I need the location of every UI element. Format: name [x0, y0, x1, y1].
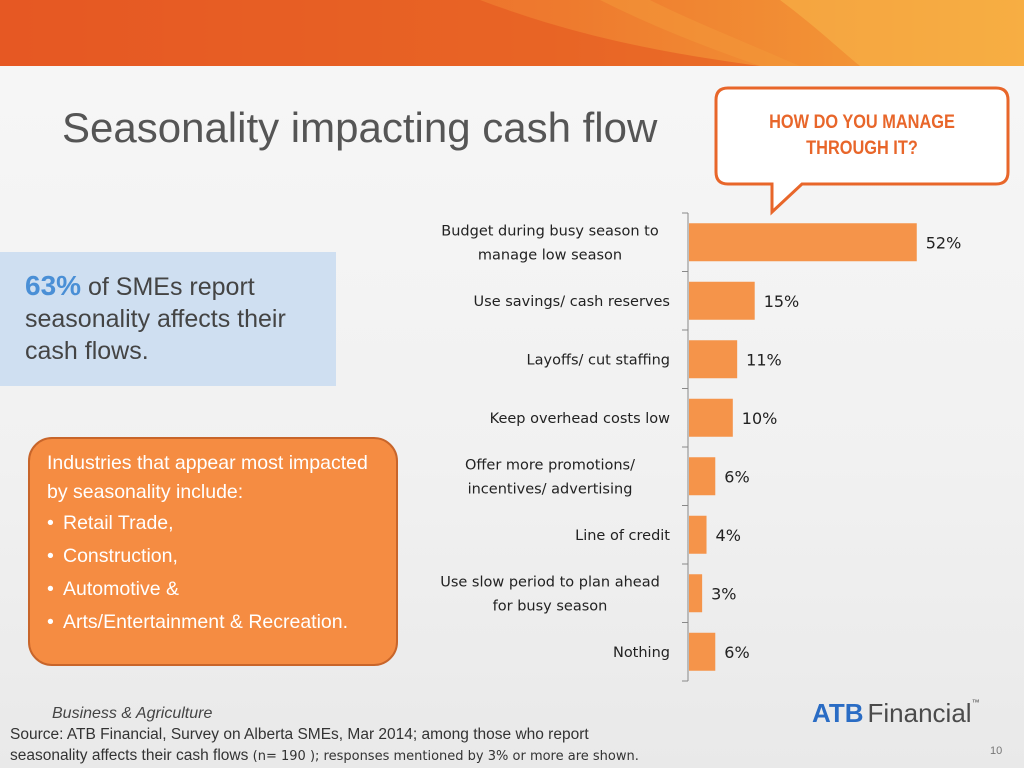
industries-box: Industries that appear most impacted by …: [28, 437, 398, 666]
bar: [689, 515, 707, 554]
bar-value-label: 6%: [724, 643, 749, 662]
page-number: 10: [990, 745, 1003, 757]
industries-intro: Industries that appear most impacted by …: [47, 452, 368, 503]
industry-label: Retail Trade,: [63, 512, 174, 534]
source-line-2b: (n= 190 ); responses mentioned by 3% or …: [252, 749, 639, 764]
logo-financial: Financial: [867, 698, 972, 728]
stat-percent: 63%: [25, 270, 82, 301]
industry-item: • Arts/Entertainment & Recreation.: [47, 609, 384, 635]
category-label: Offer more promotions/: [465, 457, 635, 473]
category-label: manage low season: [478, 247, 622, 263]
industry-label: Construction,: [63, 545, 178, 567]
bar-value-label: 15%: [764, 292, 800, 311]
bar: [689, 398, 733, 437]
bar: [689, 340, 738, 379]
bullet-icon: •: [47, 512, 54, 534]
bar: [689, 574, 703, 613]
category-label: Line of credit: [575, 528, 670, 544]
bar-value-label: 3%: [711, 584, 736, 603]
top-banner: [0, 0, 1024, 66]
category-label: Nothing: [613, 645, 670, 661]
category-label: Layoffs/ cut staffing: [527, 352, 670, 368]
bullet-icon: •: [47, 545, 54, 567]
callout-line-2: THROUGH IT?: [806, 138, 918, 159]
bullet-icon: •: [47, 578, 54, 600]
industries-list: • Retail Trade, • Construction, • Automotiv…: [47, 510, 384, 635]
bar: [689, 632, 716, 671]
business-unit: Business & Agriculture: [52, 705, 213, 722]
stat-box: 63% of SMEs report seasonality affects t…: [0, 252, 336, 386]
bar: [689, 281, 755, 320]
logo-atb: ATB: [812, 698, 864, 728]
stat-text: of SMEs report seasonality affects their…: [25, 273, 286, 365]
bullet-icon: •: [47, 611, 54, 633]
category-label: Use savings/ cash reserves: [474, 294, 670, 310]
bar-value-label: 10%: [742, 409, 778, 428]
category-label: Budget during busy season to: [441, 223, 659, 239]
bar-value-label: 6%: [724, 467, 749, 486]
atb-financial-logo: ATB Financial™: [812, 698, 980, 729]
bar-value-label: 4%: [716, 526, 741, 545]
industry-item: • Retail Trade,: [47, 510, 384, 536]
question-callout: HOW DO YOU MANAGE THROUGH IT?: [712, 86, 1012, 216]
source-line-2a: seasonality affects their cash flows: [10, 747, 253, 764]
logo-trademark: ™: [971, 698, 980, 707]
bar-chart-svg: 52% Budget during busy season to manage lo…: [440, 212, 962, 682]
slide-title: Seasonality impacting cash flow: [62, 104, 658, 151]
bar: [689, 457, 716, 496]
industry-item: • Automotive &: [47, 576, 384, 602]
source-note: Source: ATB Financial, Survey on Alberta…: [10, 724, 730, 767]
bar-value-label: 52%: [926, 233, 962, 252]
industry-label: Arts/Entertainment & Recreation.: [63, 611, 349, 633]
category-label: Keep overhead costs low: [490, 411, 670, 427]
industry-item: • Construction,: [47, 543, 384, 569]
category-label: Use slow period to plan ahead: [440, 574, 660, 590]
source-line-1: Source: ATB Financial, Survey on Alberta…: [10, 726, 589, 743]
bar-chart: 52% Budget during busy season to manage lo…: [400, 205, 1000, 690]
bar: [689, 223, 917, 262]
category-label: for busy season: [493, 598, 608, 614]
industry-label: Automotive &: [63, 578, 179, 600]
category-label: incentives/ advertising: [468, 481, 633, 497]
callout-line-1: HOW DO YOU MANAGE: [769, 112, 955, 133]
bar-value-label: 11%: [746, 350, 782, 369]
